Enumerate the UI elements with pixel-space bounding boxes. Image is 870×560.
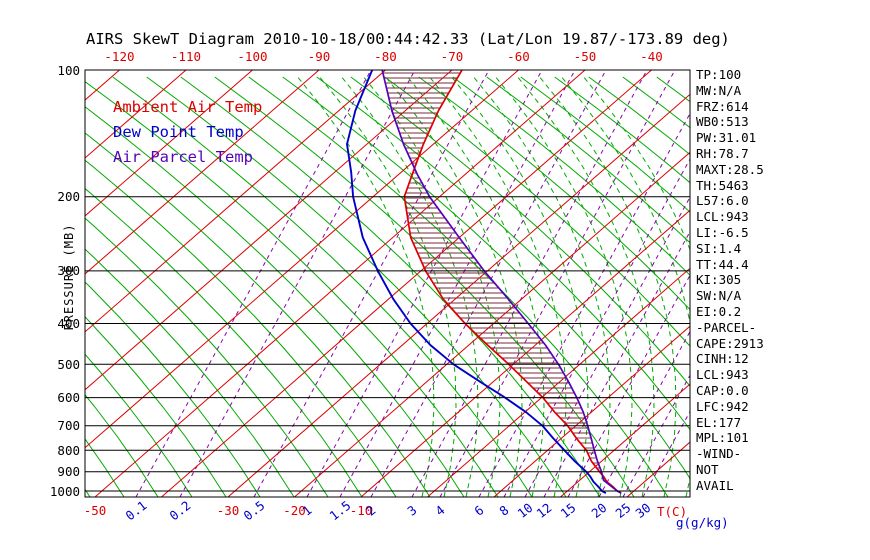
pressure-tick-200: 200 bbox=[57, 189, 80, 205]
stat-line-24: -WIND- bbox=[696, 446, 742, 462]
stat-line-12: TT:44.4 bbox=[696, 256, 749, 272]
stat-line-0: TP:100 bbox=[696, 67, 742, 82]
stat-line-13: KI:305 bbox=[696, 272, 742, 288]
stat-line-9: LCL:943 bbox=[696, 209, 749, 225]
bottom-temp-tick--30: -30 bbox=[216, 503, 240, 518]
bottom-temp-tick--10: -10 bbox=[349, 503, 373, 518]
temperature-unit-label: T(C) bbox=[657, 504, 688, 519]
chart-title: AIRS SkewT Diagram 2010-10-18/00:44:42.3… bbox=[86, 30, 730, 48]
top-temp-tick--70: -70 bbox=[440, 49, 464, 64]
stat-line-8: L57:6.0 bbox=[696, 193, 749, 209]
top-temp-tick--110: -110 bbox=[170, 49, 202, 64]
legend-air-parcel-temp: Air Parcel Temp bbox=[113, 148, 253, 166]
stat-line-3: WB0:513 bbox=[696, 114, 749, 130]
stat-line-1: MW:N/A bbox=[696, 82, 742, 98]
stat-line-16: -PARCEL- bbox=[696, 319, 757, 335]
stat-line-26: AVAIL bbox=[696, 477, 734, 493]
top-temp-tick--90: -90 bbox=[307, 49, 331, 64]
pressure-tick-400: 400 bbox=[57, 315, 80, 331]
bottom-temp-tick--20: -20 bbox=[283, 503, 306, 518]
stat-line-7: TH:5463 bbox=[696, 177, 749, 193]
top-temp-tick--50: -50 bbox=[573, 49, 597, 64]
pressure-tick-1000: 1000 bbox=[49, 483, 80, 499]
pressure-tick-600: 600 bbox=[57, 390, 80, 406]
stat-line-14: SW:N/A bbox=[696, 288, 742, 304]
top-temp-tick--40: -40 bbox=[640, 49, 663, 64]
mixing-ratio-unit-label: g(g/kg) bbox=[676, 515, 729, 530]
top-temp-tick--60: -60 bbox=[507, 49, 530, 64]
stat-line-20: CAP:0.0 bbox=[696, 382, 749, 398]
bottom-temp-tick--50: -50 bbox=[83, 503, 107, 518]
stat-line-2: FRZ:614 bbox=[696, 98, 749, 114]
top-temp-tick--120: -120 bbox=[104, 49, 135, 64]
top-temp-tick--100: -100 bbox=[237, 49, 268, 64]
legend-ambient-air-temp: Ambient Air Temp bbox=[113, 98, 263, 116]
stat-line-22: EL:177 bbox=[696, 414, 742, 430]
stat-line-11: SI:1.4 bbox=[696, 240, 742, 256]
stat-line-4: PW:31.01 bbox=[696, 130, 757, 146]
pressure-tick-900: 900 bbox=[57, 464, 80, 480]
stat-line-17: CAPE:2913 bbox=[696, 335, 764, 351]
stat-line-10: LI:-6.5 bbox=[696, 224, 749, 240]
stat-line-23: MPL:101 bbox=[696, 430, 749, 446]
stats-panel: TP:100 MW:N/A FRZ:614 WB0:513 PW:31.01 RH:78.… bbox=[696, 67, 764, 494]
pressure-tick-500: 500 bbox=[57, 356, 80, 372]
pressure-tick-700: 700 bbox=[57, 418, 80, 434]
pressure-tick-100: 100 bbox=[57, 62, 80, 78]
stat-line-15: EI:0.2 bbox=[696, 303, 742, 319]
stat-line-21: LFC:942 bbox=[696, 398, 749, 414]
stat-line-18: CINH:12 bbox=[696, 351, 749, 367]
stat-line-25: NOT bbox=[696, 461, 719, 477]
pressure-tick-800: 800 bbox=[57, 442, 80, 458]
stat-line-19: LCL:943 bbox=[696, 367, 749, 383]
top-temp-tick--80: -80 bbox=[374, 49, 397, 64]
stat-line-5: RH:78.7 bbox=[696, 145, 749, 161]
legend-dew-point-temp: Dew Point Temp bbox=[113, 123, 244, 141]
stat-line-6: MAXT:28.5 bbox=[696, 161, 764, 177]
pressure-tick-300: 300 bbox=[57, 263, 80, 279]
